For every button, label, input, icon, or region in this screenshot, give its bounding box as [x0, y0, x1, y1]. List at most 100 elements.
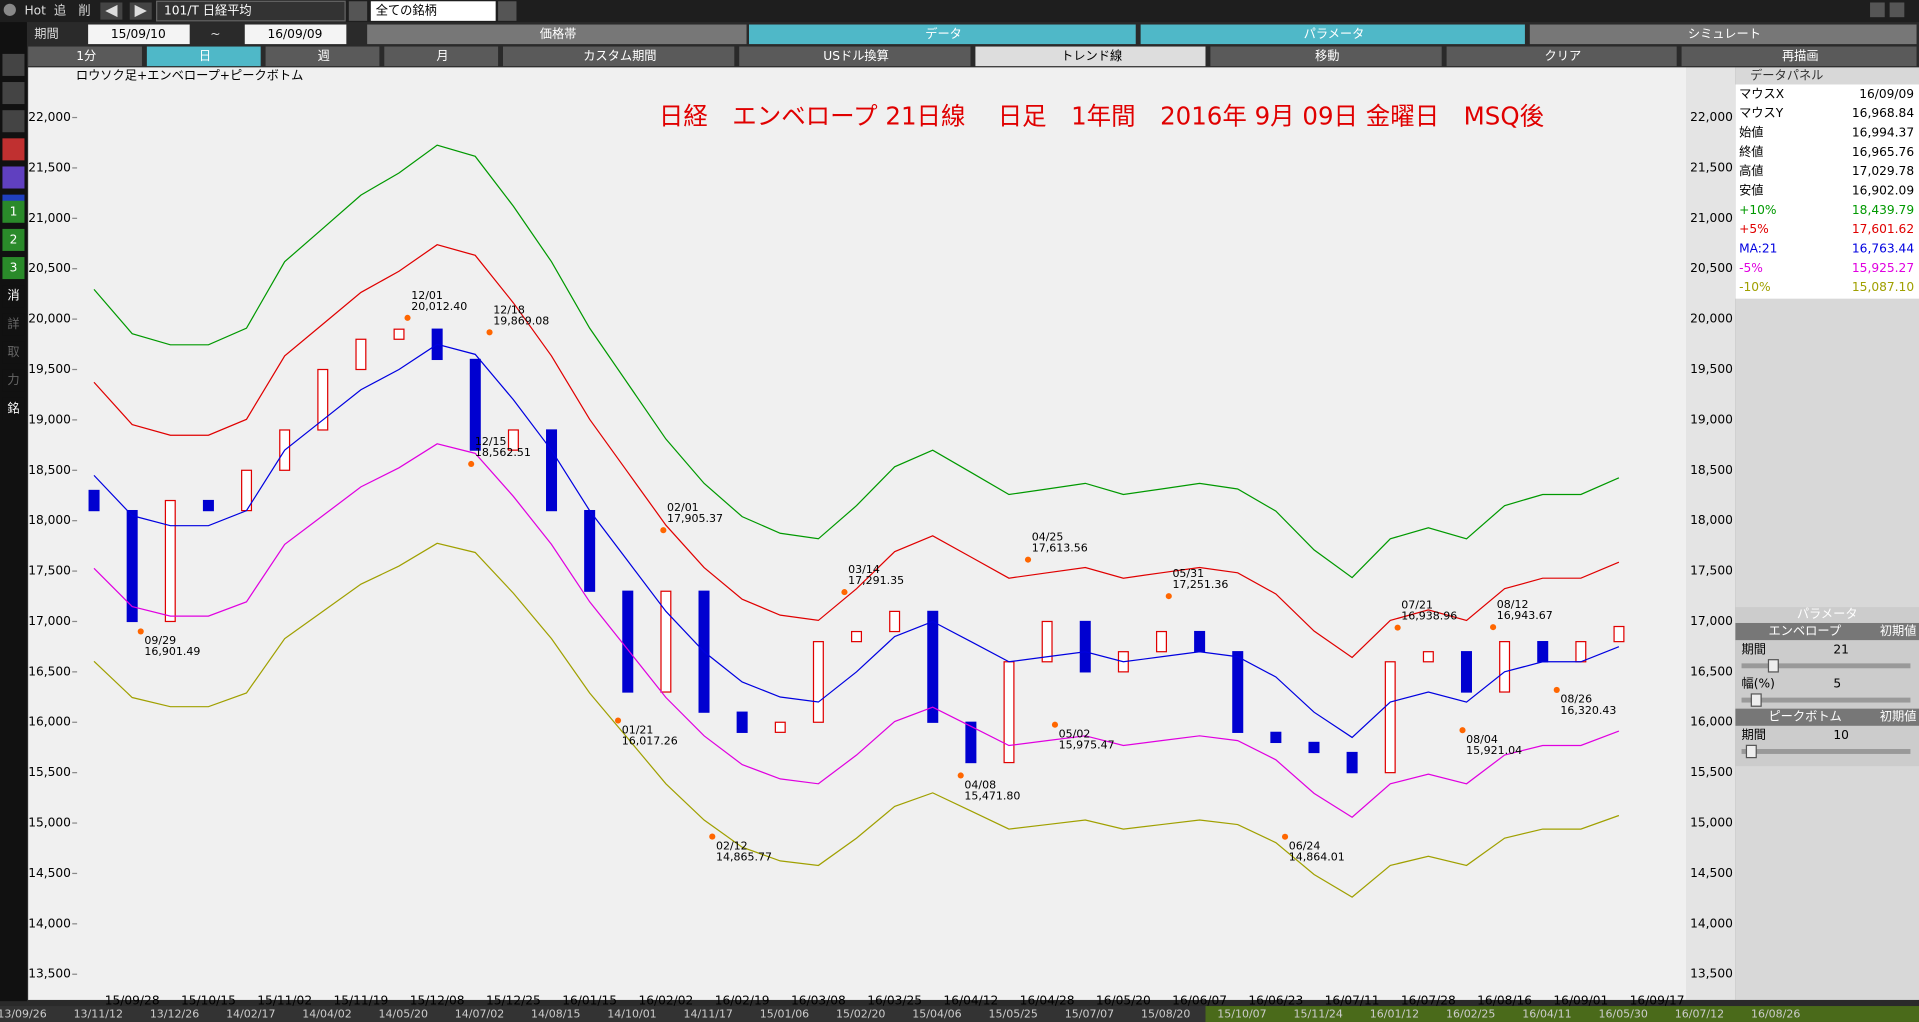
tool-button[interactable]: [2, 369, 25, 392]
button-label: 移動: [1315, 49, 1339, 63]
x-tick-label: 15/12/25: [486, 994, 541, 1008]
tool-icon[interactable]: [2, 82, 25, 105]
tab[interactable]: [367, 24, 747, 45]
pb-date: 01/21: [622, 723, 654, 736]
peak-bottom-header: ピークボトム: [1768, 710, 1841, 724]
button[interactable]: [384, 46, 499, 67]
pb-value: 16,943.67: [1497, 609, 1553, 622]
tool-button[interactable]: [2, 257, 25, 280]
separator: ~: [210, 27, 220, 41]
tool-label: 3: [10, 261, 18, 275]
slider-thumb[interactable]: [1767, 659, 1779, 673]
right-axis: [1686, 67, 1736, 1000]
y-tick-label: 14,500: [28, 866, 71, 880]
button[interactable]: [146, 46, 261, 67]
y-tick-label: 17,500: [28, 564, 71, 578]
reset-button[interactable]: 初期値: [1880, 623, 1917, 638]
tool-icon[interactable]: [2, 138, 25, 161]
data-value: 16,965.76: [1852, 145, 1914, 159]
symbol-box[interactable]: [156, 0, 346, 22]
button[interactable]: [975, 46, 1206, 67]
scroll-thumb[interactable]: [1205, 1006, 1919, 1022]
to-date: 16/09/09: [268, 27, 323, 41]
envelope-header: エンベロープ: [1768, 624, 1841, 638]
button[interactable]: [1210, 46, 1442, 67]
data-key: 高値: [1739, 163, 1763, 178]
minimize[interactable]: [1870, 2, 1885, 18]
candle: [660, 590, 672, 693]
button[interactable]: [1446, 46, 1677, 67]
scroll-date: 14/05/20: [379, 1008, 428, 1021]
tool-button[interactable]: [2, 341, 25, 364]
button[interactable]: [739, 46, 971, 67]
x-tick-label: 16/04/12: [943, 994, 998, 1008]
tab-label: シミュレート: [1688, 27, 1761, 41]
arrows: [105, 4, 147, 18]
button[interactable]: [265, 46, 380, 67]
tab[interactable]: [1140, 24, 1525, 45]
pb-value: 17,905.37: [667, 512, 723, 525]
hot-button[interactable]: Hot: [24, 4, 46, 18]
slider[interactable]: [1741, 749, 1911, 754]
candle: [812, 641, 824, 723]
scroll-date: 15/04/06: [912, 1008, 961, 1021]
pb-value: 15,471.80: [964, 789, 1020, 802]
to-box[interactable]: [244, 24, 347, 45]
tool-button[interactable]: [2, 397, 25, 420]
candle: [1232, 651, 1244, 733]
hot-icon[interactable]: [3, 3, 16, 16]
add-button[interactable]: 追: [54, 3, 66, 18]
maximize[interactable]: [1889, 2, 1905, 18]
pb-value: 16,901.49: [144, 645, 200, 658]
y-tick-label-right: 19,000: [1690, 412, 1733, 426]
tab[interactable]: [748, 24, 1136, 45]
data-key: 始値: [1739, 124, 1763, 139]
slider-thumb[interactable]: [1745, 744, 1757, 759]
delete-button[interactable]: 削: [78, 4, 90, 18]
tool-button[interactable]: [2, 200, 25, 223]
button[interactable]: [28, 46, 142, 67]
x-tick-label: 16/08/16: [1477, 994, 1532, 1008]
slider[interactable]: [1741, 697, 1911, 703]
candle: [1270, 731, 1282, 744]
envelope-line: [93, 144, 1620, 579]
tool-icon[interactable]: [2, 53, 25, 76]
pb-value: 16,320.43: [1560, 704, 1616, 717]
universe-box[interactable]: [370, 1, 496, 21]
button[interactable]: [1681, 46, 1917, 67]
peak-bottom-marker: [468, 460, 475, 468]
slider[interactable]: [1741, 663, 1911, 669]
tool-button[interactable]: [2, 285, 25, 308]
candle: [1460, 651, 1472, 693]
pb-date: 02/12: [716, 839, 748, 852]
tool-button[interactable]: [2, 313, 25, 336]
slider-thumb[interactable]: [1750, 693, 1762, 707]
button[interactable]: [503, 46, 735, 67]
data-key: マウスY: [1739, 106, 1784, 120]
candle: [546, 429, 558, 512]
from-box[interactable]: [88, 24, 190, 45]
pb-value: 14,864.01: [1289, 851, 1345, 864]
dropdown[interactable]: [348, 1, 368, 21]
tool-button[interactable]: [2, 228, 25, 251]
peak-bottom-marker: [1281, 833, 1289, 840]
tab[interactable]: [1529, 24, 1917, 45]
candle: [202, 499, 214, 512]
pb-value: 17,613.56: [1032, 542, 1088, 555]
y-tick-label-right: 15,500: [1690, 765, 1733, 779]
x-tick-label: 15/10/15: [181, 994, 236, 1008]
dropdown[interactable]: [498, 1, 517, 21]
candle: [774, 721, 786, 733]
data-key: +5%: [1739, 222, 1769, 236]
scroll-date: 16/07/12: [1675, 1008, 1724, 1021]
tool-icon[interactable]: [2, 166, 25, 189]
scroll-date: 14/10/01: [607, 1008, 656, 1021]
from-date: 15/09/10: [111, 27, 166, 41]
reset-button[interactable]: 初期値: [1880, 709, 1917, 724]
peak-bottom-marker: [1394, 624, 1401, 631]
tool-icon[interactable]: [2, 110, 25, 133]
button-label: 週: [318, 49, 330, 63]
scroll-date: 15/10/07: [1217, 1008, 1266, 1021]
y-tick-label-right: 17,000: [1690, 614, 1733, 628]
